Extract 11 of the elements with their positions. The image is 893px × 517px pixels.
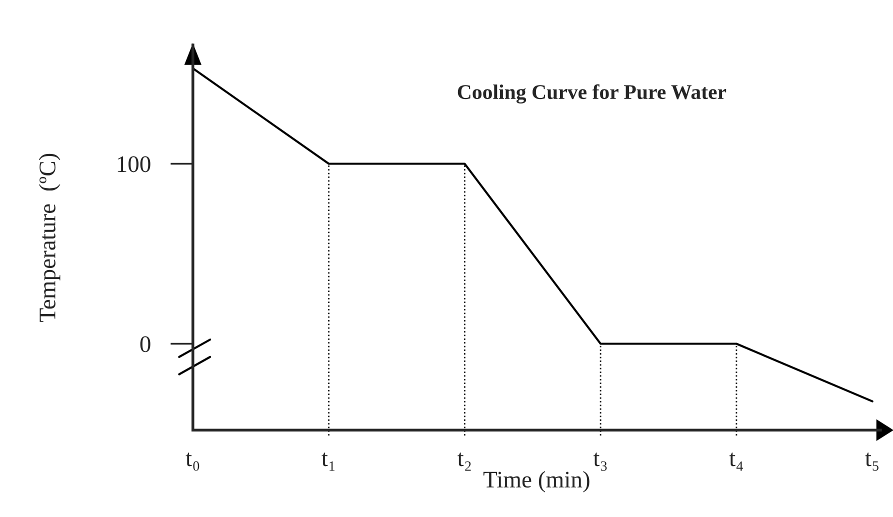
x-tick-label: t₁ (322, 452, 335, 471)
y-tick-label: 100 (118, 156, 150, 172)
x-tick-label: t₃ (593, 452, 607, 471)
text: Cooling Curve for Pure Water (458, 84, 726, 104)
x-tick-label: t₄ (729, 452, 744, 471)
y-axis-title: Temperature (ºC) (38, 154, 60, 322)
x-tick-label: t₀ (186, 452, 200, 471)
x-tick-label: t₅ (865, 452, 878, 471)
y-tick-label: 0 (140, 336, 150, 352)
x-axis-title: Time (min) (483, 471, 590, 492)
x-tick-label: t₂ (458, 452, 471, 471)
